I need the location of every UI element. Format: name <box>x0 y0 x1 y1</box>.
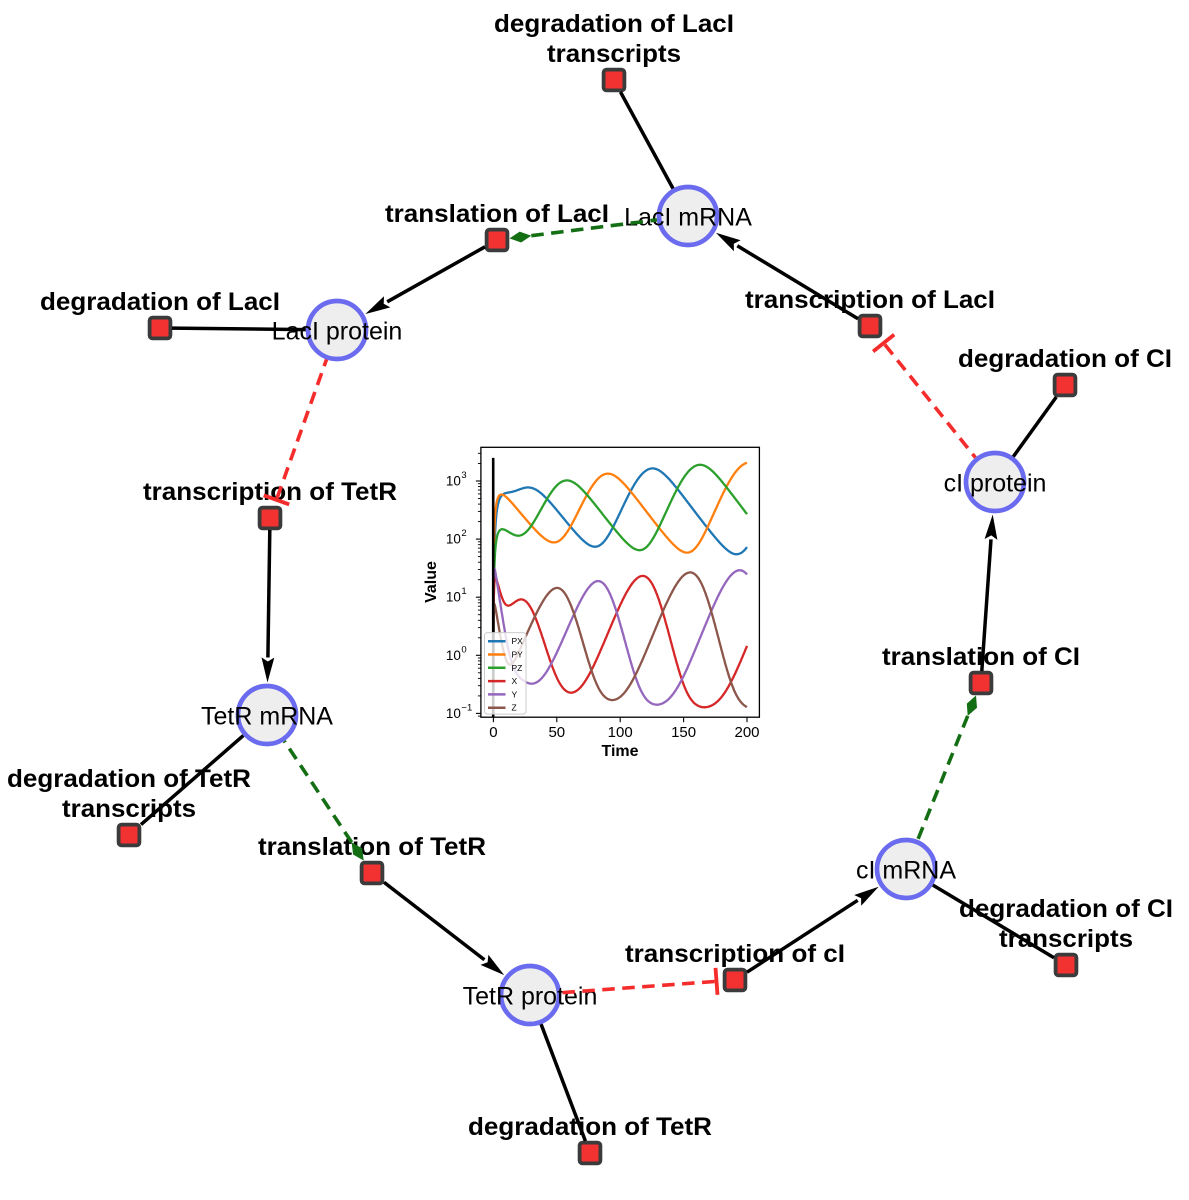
svg-text:degradation of CI: degradation of CI <box>959 895 1173 923</box>
svg-text:10: 10 <box>446 532 461 547</box>
svg-text:0: 0 <box>461 644 466 655</box>
svg-text:transcripts: transcripts <box>999 925 1133 953</box>
svg-text:degradation of LacI: degradation of LacI <box>494 10 734 38</box>
svg-text:Y: Y <box>512 689 518 699</box>
svg-text:cI mRNA: cI mRNA <box>856 857 956 885</box>
svg-text:TetR protein: TetR protein <box>463 983 598 1011</box>
svg-text:Z: Z <box>512 703 517 713</box>
svg-text:150: 150 <box>671 724 696 741</box>
svg-text:X: X <box>512 676 518 686</box>
svg-text:PX: PX <box>512 636 524 646</box>
svg-text:cI protein: cI protein <box>944 470 1047 498</box>
svg-text:transcripts: transcripts <box>547 40 681 68</box>
svg-text:10: 10 <box>446 590 461 605</box>
svg-text:LacI mRNA: LacI mRNA <box>624 204 752 232</box>
svg-text:1: 1 <box>461 586 466 597</box>
svg-text:50: 50 <box>548 724 565 741</box>
svg-text:LacI protein: LacI protein <box>272 318 403 346</box>
svg-text:PZ: PZ <box>512 663 523 673</box>
svg-text:PY: PY <box>512 650 524 660</box>
svg-text:TetR mRNA: TetR mRNA <box>201 703 333 731</box>
svg-text:translation of LacI: translation of LacI <box>385 200 609 228</box>
svg-text:Time: Time <box>601 743 638 760</box>
svg-text:degradation of TetR: degradation of TetR <box>468 1113 712 1141</box>
svg-text:10: 10 <box>446 474 461 489</box>
svg-text:2: 2 <box>461 528 466 539</box>
svg-text:degradation of TetR: degradation of TetR <box>7 765 251 793</box>
svg-text:transcription of TetR: transcription of TetR <box>143 478 397 506</box>
svg-text:transcription of LacI: transcription of LacI <box>745 286 995 314</box>
svg-text:transcripts: transcripts <box>62 795 196 823</box>
svg-text:transcription of cI: transcription of cI <box>625 940 845 968</box>
svg-text:degradation of LacI: degradation of LacI <box>40 288 280 316</box>
svg-text:10: 10 <box>446 706 461 721</box>
svg-text:Value: Value <box>423 561 440 603</box>
svg-text:10: 10 <box>446 648 461 663</box>
svg-text:translation of TetR: translation of TetR <box>258 833 486 861</box>
svg-text:−1: −1 <box>461 702 472 713</box>
svg-text:3: 3 <box>461 470 466 481</box>
svg-text:degradation of CI: degradation of CI <box>958 345 1172 373</box>
svg-text:100: 100 <box>608 724 633 741</box>
svg-text:200: 200 <box>734 724 759 741</box>
svg-text:0: 0 <box>489 724 497 741</box>
